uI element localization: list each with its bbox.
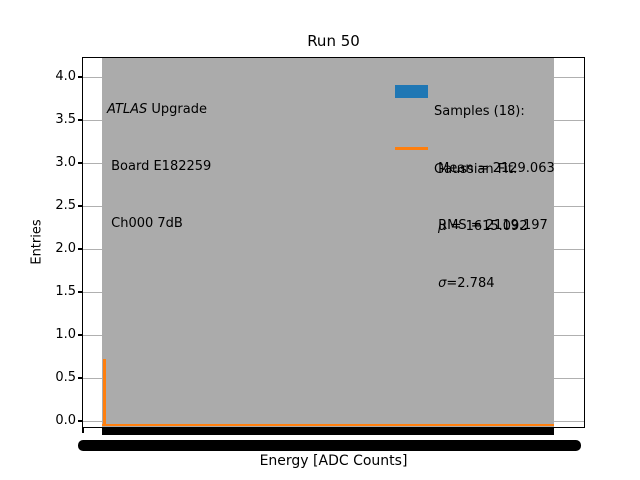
legend-fit-title: Gaussian Fit: — [434, 162, 518, 177]
y-tick-label: 2.5 — [55, 198, 76, 213]
legend-fit-sigma: σ=2.784 — [434, 274, 528, 293]
experiment-suffix: Upgrade — [147, 102, 207, 117]
legend-fit-mu: μ = 1615.092 — [434, 217, 528, 236]
y-tick-label: 2.0 — [55, 241, 76, 256]
annotation-line-board: Board E182259 — [107, 159, 212, 174]
y-tick-mark — [78, 205, 82, 207]
plot-area: ATLAS Upgrade Board E182259 Ch000 7dB Sa… — [82, 57, 585, 428]
annotation-line-experiment: ATLAS Upgrade — [107, 100, 211, 119]
y-tick-mark — [78, 248, 82, 250]
y-tick-label: 3.0 — [55, 155, 76, 170]
legend-samples-rms: RMS = 2119.197 — [434, 218, 548, 233]
chart-title: Run 50 — [307, 32, 360, 50]
x-tick-smear — [102, 428, 554, 435]
y-tick-label: 0.5 — [55, 370, 76, 385]
annotation-block: ATLAS Upgrade Board E182259 Ch000 7dB — [107, 62, 211, 271]
y-tick-mark — [78, 377, 82, 379]
histogram-bar — [102, 58, 554, 427]
annotation-line-channel: Ch000 7dB — [107, 216, 183, 231]
gaussian-fit-baseline — [102, 424, 554, 426]
experiment-name: ATLAS — [107, 102, 148, 117]
legend-samples-mean: Mean = 2129.063 — [434, 161, 555, 176]
y-tick-mark — [78, 76, 82, 78]
legend-samples-entry: Samples (18): Mean = 2129.063 RMS = 2119… — [434, 64, 555, 273]
y-tick-mark — [78, 420, 82, 422]
legend-fit-entry: Gaussian Fit: μ = 1615.092 σ=2.784 — [434, 122, 528, 331]
mu-value: = 1615.092 — [446, 219, 528, 234]
y-tick-mark — [78, 291, 82, 293]
y-tick-mark — [78, 119, 82, 121]
legend-samples-title: Samples (18): — [434, 104, 525, 119]
y-tick-label: 3.5 — [55, 112, 76, 127]
x-axis-label: Energy [ADC Counts] — [259, 453, 408, 469]
sigma-value: =2.784 — [446, 276, 495, 291]
y-tick-label: 1.5 — [55, 284, 76, 299]
y-tick-label: 0.0 — [55, 413, 76, 428]
gaussian-fit-peak — [103, 359, 106, 425]
legend-samples-swatch — [395, 85, 428, 98]
sigma-symbol: σ — [434, 276, 447, 291]
y-tick-label: 4.0 — [55, 69, 76, 84]
mu-symbol: μ — [434, 219, 447, 234]
y-tick-mark — [78, 162, 82, 164]
x-tick-mark — [82, 428, 84, 433]
y-tick-label: 1.0 — [55, 327, 76, 342]
legend-fit-line-swatch — [395, 147, 428, 150]
x-ticklabel-smear — [78, 440, 581, 451]
y-tick-mark — [78, 334, 82, 336]
